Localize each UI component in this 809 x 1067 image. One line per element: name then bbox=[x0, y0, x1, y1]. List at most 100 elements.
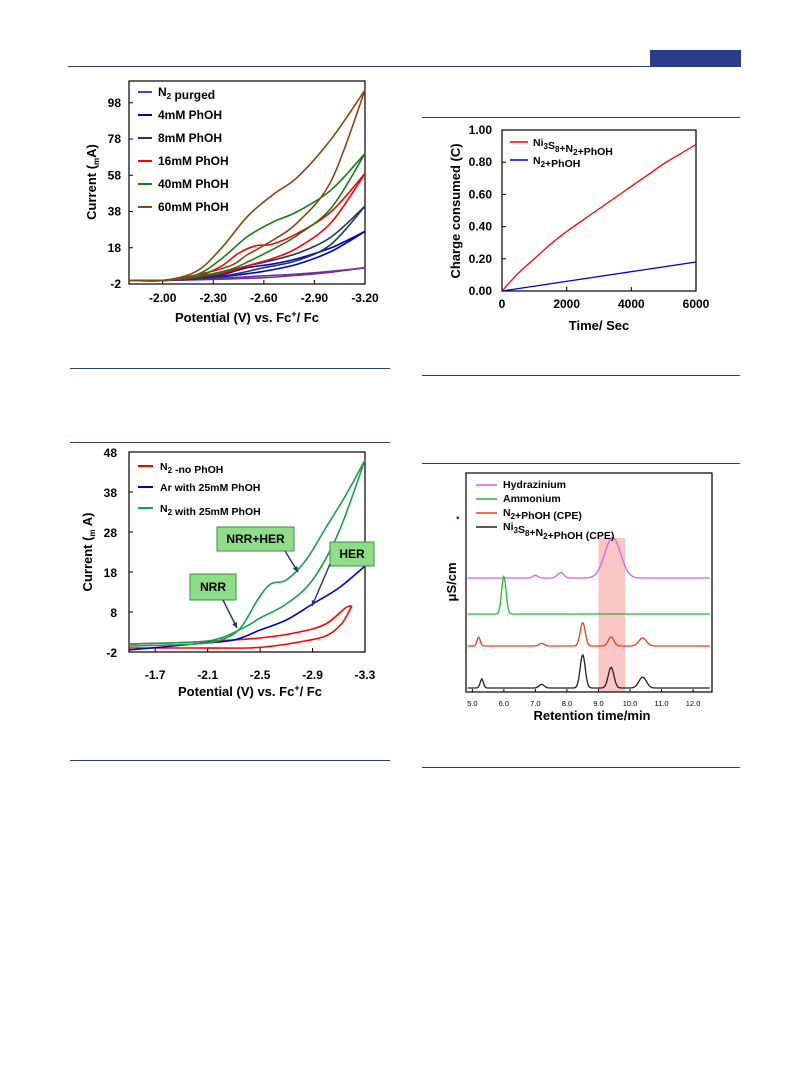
separator-rule bbox=[70, 368, 390, 369]
x-tick-label: -3.3 bbox=[355, 668, 376, 682]
x-tick-label: -2.00 bbox=[149, 291, 177, 305]
y-axis-label: Current (mA) bbox=[84, 144, 101, 220]
y-tick-label: 0.60 bbox=[469, 187, 493, 201]
plot-frame bbox=[501, 129, 697, 292]
y-tick-label: 1.00 bbox=[469, 123, 493, 137]
y-tick-label: 8 bbox=[110, 606, 117, 620]
plot-frame bbox=[128, 80, 366, 285]
legend-label: Ar with 25mM PhOH bbox=[160, 482, 260, 494]
y-axis-label: Charge consumed (C) bbox=[448, 143, 463, 278]
annotation-box bbox=[216, 526, 295, 552]
separator-rule bbox=[422, 375, 740, 376]
y-tick-label: 38 bbox=[108, 205, 122, 219]
legend-label: N2 purged bbox=[158, 85, 215, 102]
y-tick-label: 0.20 bbox=[469, 252, 493, 266]
annotation-label: NRR bbox=[200, 580, 226, 594]
legend-label: 16mM PhOH bbox=[158, 154, 229, 168]
legend-label: Ni3S8+N2+PhOH bbox=[533, 137, 613, 158]
annotation-arrow bbox=[311, 563, 331, 607]
legend-label: 40mM PhOH bbox=[158, 177, 229, 191]
y-tick-label: 38 bbox=[104, 486, 118, 500]
legend-label: Ammonium bbox=[503, 493, 561, 505]
x-tick-label: -2.30 bbox=[200, 291, 228, 305]
annotation-box bbox=[189, 573, 237, 601]
annotation-arrowhead bbox=[292, 566, 298, 572]
x-tick-label: -2.5 bbox=[250, 668, 271, 682]
series-line bbox=[501, 261, 697, 292]
header-accent-bar bbox=[650, 50, 741, 66]
x-tick-label: 0 bbox=[499, 297, 506, 311]
x-tick-label: -2.90 bbox=[301, 291, 329, 305]
x-axis-label: Potential (V) vs. Fc+/ Fc bbox=[178, 683, 322, 699]
y-tick-label: 0.40 bbox=[469, 220, 493, 234]
separator-rule bbox=[422, 767, 740, 768]
x-tick-label: 12.0 bbox=[686, 699, 701, 708]
separator-rule bbox=[422, 463, 740, 464]
x-axis-label: Time/ Sec bbox=[569, 318, 629, 333]
legend-label: N2 with 25mM PhOH bbox=[160, 503, 261, 518]
y-tick-label: 18 bbox=[104, 566, 118, 580]
y-tick-label: 0.00 bbox=[469, 284, 493, 298]
legend-label: N2 -no PhOH bbox=[160, 461, 223, 476]
y-axis-label: Current (m A) bbox=[80, 513, 97, 592]
legend-label: 4mM PhOH bbox=[158, 108, 222, 122]
header-rule bbox=[68, 66, 741, 67]
series-line bbox=[467, 575, 710, 615]
x-tick-label: -3.20 bbox=[351, 291, 379, 305]
series-line bbox=[467, 621, 710, 647]
x-tick-label: 6000 bbox=[683, 297, 710, 311]
y-tick-label: 78 bbox=[108, 132, 122, 146]
y-tick-label: 58 bbox=[108, 168, 122, 182]
separator-rule bbox=[70, 442, 390, 443]
y-tick-label: -2 bbox=[110, 277, 121, 291]
annotation-box bbox=[329, 541, 375, 567]
x-tick-label: 2000 bbox=[553, 297, 580, 311]
x-tick-label: 11.0 bbox=[655, 699, 669, 708]
x-tick-label: 6.0 bbox=[499, 699, 509, 708]
x-tick-label: -2.9 bbox=[302, 668, 323, 682]
series-line bbox=[128, 89, 366, 282]
series-line bbox=[129, 605, 353, 649]
y-axis-label: μS/cm bbox=[444, 562, 459, 601]
y-tick-label: 98 bbox=[108, 96, 122, 110]
y-tick-label: 0.80 bbox=[469, 155, 493, 169]
y-tick-label: 28 bbox=[104, 526, 118, 540]
x-tick-label: -1.7 bbox=[145, 668, 166, 682]
stray-mark: ▪ bbox=[456, 513, 460, 524]
x-tick-label: 10.0 bbox=[623, 699, 638, 708]
legend-label: N2+PhOH bbox=[533, 155, 580, 170]
highlight-band bbox=[598, 538, 626, 692]
x-axis-label: Retention time/min bbox=[533, 708, 650, 723]
legend-label: 8mM PhOH bbox=[158, 131, 222, 145]
x-tick-label: 4000 bbox=[618, 297, 645, 311]
y-tick-label: 48 bbox=[104, 446, 118, 460]
legend-label: Ni3S8+N2+PhOH (CPE) bbox=[503, 521, 614, 542]
x-tick-label: -2.1 bbox=[197, 668, 218, 682]
annotation-arrowhead bbox=[232, 622, 237, 628]
annotation-callout: HER bbox=[329, 541, 375, 567]
separator-rule bbox=[70, 760, 390, 761]
annotation-callout: NRR bbox=[189, 573, 237, 601]
legend-label: N2+PhOH (CPE) bbox=[503, 507, 582, 522]
x-axis-label: Potential (V) vs. Fc+/ Fc bbox=[175, 309, 319, 325]
annotation-label: HER bbox=[339, 547, 365, 561]
series-line bbox=[467, 653, 710, 689]
x-tick-label: 9.0 bbox=[593, 699, 603, 708]
annotation-arrowhead bbox=[311, 600, 317, 606]
x-tick-label: 5.0 bbox=[467, 699, 477, 708]
series-line bbox=[128, 459, 366, 647]
y-tick-label: -2 bbox=[106, 646, 117, 660]
x-tick-label: -2.60 bbox=[250, 291, 278, 305]
annotation-label: NRR+HER bbox=[226, 532, 285, 546]
y-tick-label: 18 bbox=[108, 241, 122, 255]
plot-frame bbox=[465, 472, 713, 693]
x-tick-label: 8.0 bbox=[562, 699, 572, 708]
series-line bbox=[467, 536, 710, 579]
separator-rule bbox=[422, 117, 740, 118]
x-tick-label: 7.0 bbox=[530, 699, 540, 708]
annotation-callout: NRR+HER bbox=[216, 526, 295, 552]
